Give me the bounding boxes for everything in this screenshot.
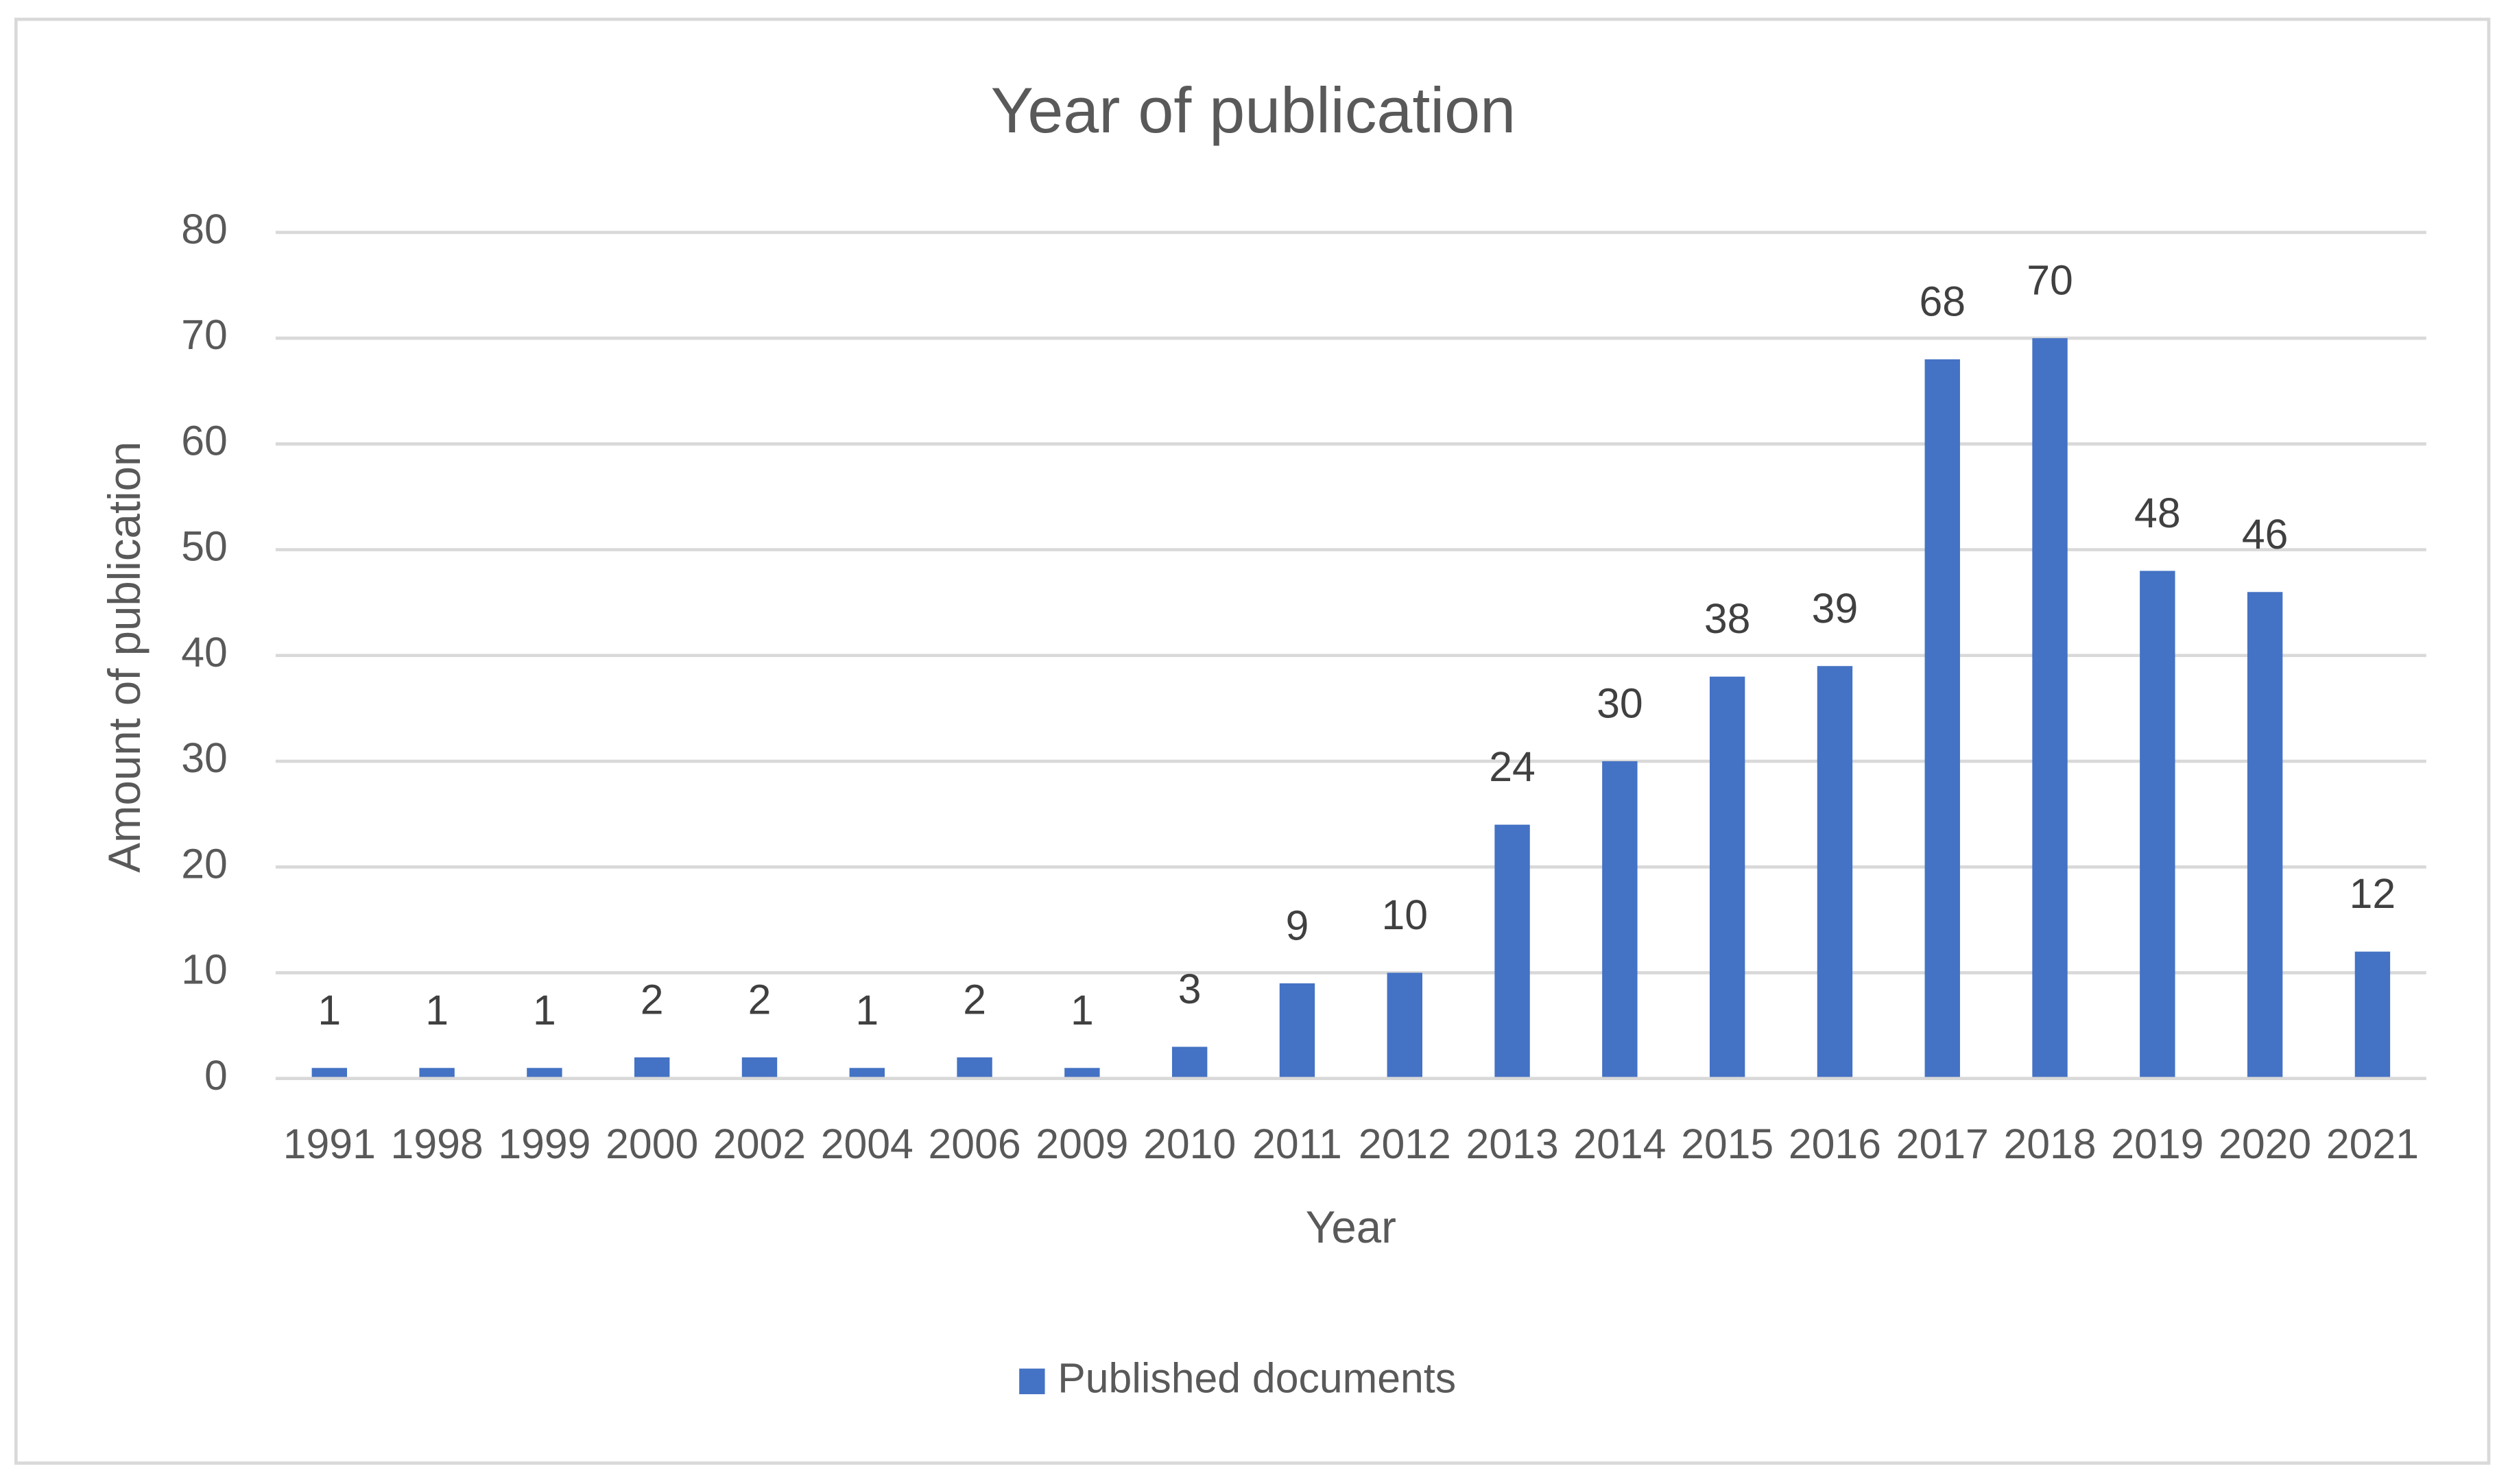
x-axis-title: Year [1306, 1202, 1396, 1252]
data-label: 2 [963, 976, 986, 1022]
data-label: 1 [318, 987, 341, 1033]
data-label: 3 [1178, 966, 1202, 1012]
bar [1171, 1046, 1208, 1079]
x-tick-label: 2009 [1036, 1121, 1128, 1167]
chart-title: Year of publication [991, 74, 1516, 146]
bar [957, 1057, 992, 1079]
bar [1494, 824, 1530, 1079]
x-tick-label: 2016 [1789, 1121, 1881, 1167]
x-tick-label: 1999 [498, 1121, 590, 1167]
y-tick-label: 80 [181, 206, 228, 252]
bar [1279, 983, 1315, 1079]
x-tick-label: 2012 [1359, 1121, 1451, 1167]
bar [311, 1068, 348, 1079]
data-label: 1 [1071, 987, 1094, 1033]
x-tick-label: 2014 [1573, 1121, 1666, 1167]
data-label: 70 [2027, 257, 2073, 304]
bar [1387, 972, 1422, 1079]
y-tick-label: 50 [181, 523, 228, 570]
bar [1817, 666, 1853, 1079]
bar [2140, 571, 2175, 1079]
data-label: 30 [1597, 680, 1643, 727]
y-tick-label: 10 [181, 946, 228, 993]
bar [849, 1068, 885, 1079]
data-label: 2 [641, 976, 664, 1022]
data-label: 2 [748, 976, 772, 1022]
data-label: 9 [1286, 902, 1309, 949]
x-tick-label: 2011 [1252, 1121, 1342, 1167]
y-tick-label: 30 [181, 734, 228, 781]
x-tick-label: 1998 [391, 1121, 483, 1167]
x-tick-label: 2021 [2326, 1121, 2419, 1167]
x-tick-label: 2015 [1681, 1121, 1773, 1167]
bar [419, 1068, 455, 1079]
y-tick-label: 60 [181, 417, 228, 464]
x-tick-label: 2002 [713, 1121, 806, 1167]
y-tick-label: 20 [181, 840, 228, 887]
bar [2354, 951, 2391, 1079]
x-tick-label: 2010 [1143, 1121, 1236, 1167]
data-label: 38 [1704, 595, 1751, 642]
x-tick-label: 2019 [2111, 1121, 2204, 1167]
bar [1602, 761, 1638, 1079]
data-label: 1 [533, 987, 556, 1033]
bar [2247, 592, 2283, 1079]
bar [527, 1068, 562, 1079]
data-label: 24 [1489, 743, 1536, 790]
chart-border [14, 17, 2491, 1465]
y-tick-label: 70 [181, 311, 228, 358]
bar [2032, 338, 2068, 1079]
data-label: 39 [1812, 585, 1859, 632]
data-label: 1 [425, 987, 449, 1033]
bar [1064, 1068, 1100, 1079]
data-label: 10 [1381, 891, 1428, 938]
y-tick-label: 40 [181, 629, 228, 675]
y-axis-title: Amount of publication [99, 442, 150, 873]
y-tick-label: 0 [204, 1052, 228, 1099]
x-tick-label: 2017 [1896, 1121, 1989, 1167]
bar [741, 1057, 778, 1079]
legend-swatch [1019, 1368, 1045, 1395]
bar [1924, 359, 1960, 1079]
x-tick-label: 1991 [283, 1121, 376, 1167]
x-tick-label: 2013 [1466, 1121, 1558, 1167]
bar [1709, 676, 1745, 1079]
data-label: 12 [2350, 870, 2396, 917]
data-label: 1 [855, 987, 879, 1033]
bar [634, 1057, 670, 1079]
x-tick-label: 2000 [606, 1121, 698, 1167]
legend-label: Published documents [1058, 1354, 1456, 1401]
x-tick-label: 2018 [2003, 1121, 2096, 1167]
x-tick-label: 2004 [821, 1121, 913, 1167]
data-label: 48 [2134, 490, 2181, 536]
x-tick-label: 2006 [929, 1121, 1021, 1167]
x-tick-label: 2020 [2219, 1121, 2311, 1167]
data-label: 46 [2242, 511, 2289, 558]
data-label: 68 [1919, 278, 1966, 325]
